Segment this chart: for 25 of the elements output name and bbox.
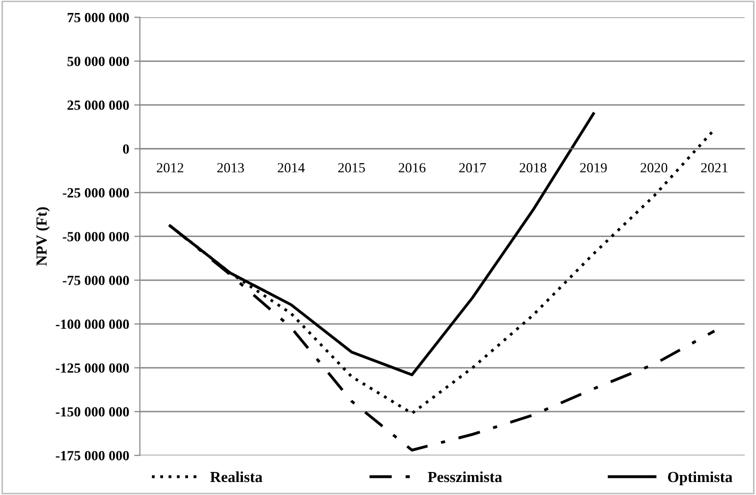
- y-tick-label: -50 000 000: [62, 232, 129, 242]
- y-tick-label: 0: [123, 144, 129, 154]
- x-tick-label: 2019: [580, 163, 607, 172]
- y-tick-label: 50 000 000: [68, 56, 129, 66]
- y-tick-label: -125 000 000: [56, 363, 129, 373]
- x-tick-label: 2020: [640, 163, 668, 172]
- y-axis-title: NPV (Ft): [36, 207, 50, 266]
- x-tick-label: 2014: [278, 163, 305, 172]
- x-tick-label: 2016: [398, 163, 426, 172]
- x-tick-label: 2017: [459, 163, 486, 172]
- x-tick-label: 2018: [520, 163, 546, 172]
- y-tick-label: 75 000 000: [68, 12, 129, 22]
- y-tick-label: 25 000 000: [68, 100, 129, 110]
- x-tick-label: 2021: [701, 163, 728, 172]
- legend-label: Pesszimista: [428, 471, 502, 482]
- y-tick-label: -150 000 000: [56, 407, 129, 417]
- y-tick-label: -100 000 000: [56, 320, 129, 329]
- legend-label: Realista: [210, 471, 262, 482]
- x-tick-label: 2015: [338, 163, 365, 172]
- y-tick-label: -175 000 000: [56, 450, 129, 460]
- y-tick-label: -75 000 000: [62, 276, 129, 286]
- x-tick-label: 2013: [217, 163, 244, 172]
- x-tick-label: 2012: [156, 163, 184, 172]
- y-tick-label: -25 000 000: [62, 188, 129, 198]
- legend-label: Optimista: [668, 471, 732, 486]
